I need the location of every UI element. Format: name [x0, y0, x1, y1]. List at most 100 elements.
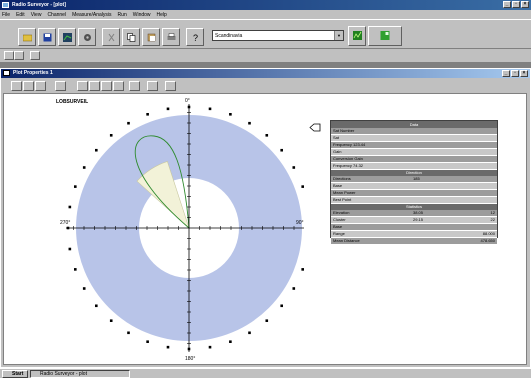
view-button-2[interactable] — [14, 51, 24, 60]
plot-tool-3[interactable] — [35, 81, 46, 91]
perimeter-marker — [292, 287, 296, 290]
print-button[interactable] — [162, 28, 180, 46]
info-row-label: Range — [333, 231, 345, 236]
info-row: Gain — [331, 149, 497, 156]
perimeter-marker — [280, 148, 283, 152]
app-title: Radio Surveyor - [plot] — [12, 2, 66, 8]
plot-toolbar — [1, 79, 530, 93]
perimeter-marker — [229, 340, 232, 344]
info-row: Best Point — [331, 197, 497, 204]
info-row: Frequency 123.44 — [331, 142, 497, 149]
plot-tool-2[interactable] — [23, 81, 34, 91]
info-row: Mean Distance 478.650 — [331, 238, 497, 245]
menu-window[interactable]: Window — [132, 11, 151, 18]
plot-tool-5[interactable] — [77, 81, 88, 91]
plot-minimize-button[interactable]: _ — [502, 70, 510, 77]
info-row-label: Cluster — [333, 217, 346, 222]
plot-tool-8[interactable] — [113, 81, 124, 91]
perimeter-marker — [248, 121, 251, 125]
plot-tool-1[interactable] — [11, 81, 22, 91]
perimeter-marker — [301, 268, 304, 271]
copy-icon — [127, 33, 136, 42]
analyzer-button[interactable] — [368, 26, 402, 46]
perimeter-marker — [68, 247, 72, 251]
menu-file[interactable]: File — [2, 11, 11, 18]
minimize-button[interactable]: _ — [503, 1, 511, 8]
plot-maximize-button[interactable]: ▫ — [511, 70, 519, 77]
info-row: Base — [331, 224, 497, 231]
question-icon: ? — [193, 33, 198, 42]
plot-tool-6[interactable] — [89, 81, 100, 91]
menu-help[interactable]: Help — [156, 11, 167, 18]
view-button-3[interactable] — [30, 51, 40, 60]
main-toolbar: ? Scandinavia ▼ — [0, 19, 531, 49]
svg-text:?: ? — [193, 33, 198, 42]
info-row: Base — [331, 183, 497, 190]
perimeter-marker — [166, 345, 170, 349]
info-row-label: Base — [333, 183, 343, 188]
menu-measure[interactable]: Measure/Analysis — [72, 11, 112, 18]
perimeter-marker — [292, 166, 296, 169]
info-row-label: Mean Power — [333, 190, 356, 195]
info-row-label: Best Point — [333, 197, 352, 202]
info-row: Conversion Gain — [331, 156, 497, 163]
help-button[interactable]: ? — [186, 28, 204, 46]
app-icon — [2, 2, 9, 8]
tool-button-3[interactable] — [58, 28, 76, 46]
perimeter-marker — [208, 345, 212, 349]
perimeter-marker — [248, 331, 251, 335]
location-combo-value: Scandinavia — [215, 33, 243, 39]
disk-icon — [43, 33, 52, 42]
perimeter-marker — [229, 112, 232, 116]
printer-icon — [167, 33, 176, 40]
save-button[interactable] — [38, 28, 56, 46]
run-button[interactable] — [348, 26, 366, 46]
plot-tool-11[interactable] — [165, 81, 176, 91]
taskbar-item[interactable]: Radio Surveyor - plot — [30, 370, 130, 378]
info-row: Cluster 29.15 22 — [331, 217, 497, 224]
copy-button[interactable] — [122, 28, 140, 46]
chevron-down-icon[interactable]: ▼ — [334, 31, 343, 40]
perimeter-marker — [280, 304, 283, 308]
view-button-1[interactable] — [4, 51, 14, 60]
polar-plot: 0° 180° 270° 90° — [60, 98, 304, 362]
maximize-button[interactable]: ▫ — [512, 1, 520, 8]
perimeter-marker — [187, 105, 191, 109]
mdi-workspace: Plot Properties 1 _ ▫ × LOBSURVEIL — [0, 62, 531, 368]
info-row-value: 185 — [413, 176, 420, 181]
info-row-value: 38.05 — [413, 210, 424, 215]
app-title-bar: Radio Surveyor - [plot] _ ▫ × — [0, 0, 531, 10]
plot-tool-10[interactable] — [147, 81, 158, 91]
info-row-label: Sat — [333, 135, 340, 140]
tool-button-4[interactable] — [78, 28, 96, 46]
plot-canvas[interactable]: LOBSURVEIL 0° 180° 270° 90° — [3, 93, 527, 365]
perimeter-marker — [187, 347, 191, 351]
angle-label-bottom: 180° — [185, 356, 195, 362]
paste-button[interactable] — [142, 28, 160, 46]
perimeter-marker — [82, 287, 86, 290]
start-button[interactable]: Start — [2, 370, 28, 378]
plot-tool-7[interactable] — [101, 81, 112, 91]
info-row-value: 12 — [490, 210, 495, 215]
location-combo[interactable]: Scandinavia ▼ — [212, 30, 344, 41]
plot-close-button[interactable]: × — [520, 70, 528, 77]
menu-edit[interactable]: Edit — [16, 11, 25, 18]
perimeter-marker — [95, 148, 98, 152]
taskbar: Start Radio Surveyor - plot — [0, 368, 531, 378]
open-button[interactable] — [18, 28, 36, 46]
info-row: Sat — [331, 135, 497, 142]
angle-label-top: 0° — [185, 98, 190, 104]
info-subheader: Statistics — [331, 204, 497, 210]
taskbar-item-label: Radio Surveyor - plot — [40, 371, 87, 377]
close-button[interactable]: × — [521, 1, 529, 8]
tool-button-5[interactable] — [102, 28, 120, 46]
plot-tool-4[interactable] — [55, 81, 66, 91]
plot-title: LOBSURVEIL — [56, 99, 89, 105]
antenna-lobe — [134, 135, 190, 230]
menu-view[interactable]: View — [30, 11, 42, 18]
info-row-label: Elevation — [333, 210, 350, 215]
menu-run[interactable]: Run — [117, 11, 127, 18]
cut-icon — [108, 33, 115, 42]
menu-channel[interactable]: Channel — [47, 11, 67, 18]
plot-tool-9[interactable] — [129, 81, 140, 91]
